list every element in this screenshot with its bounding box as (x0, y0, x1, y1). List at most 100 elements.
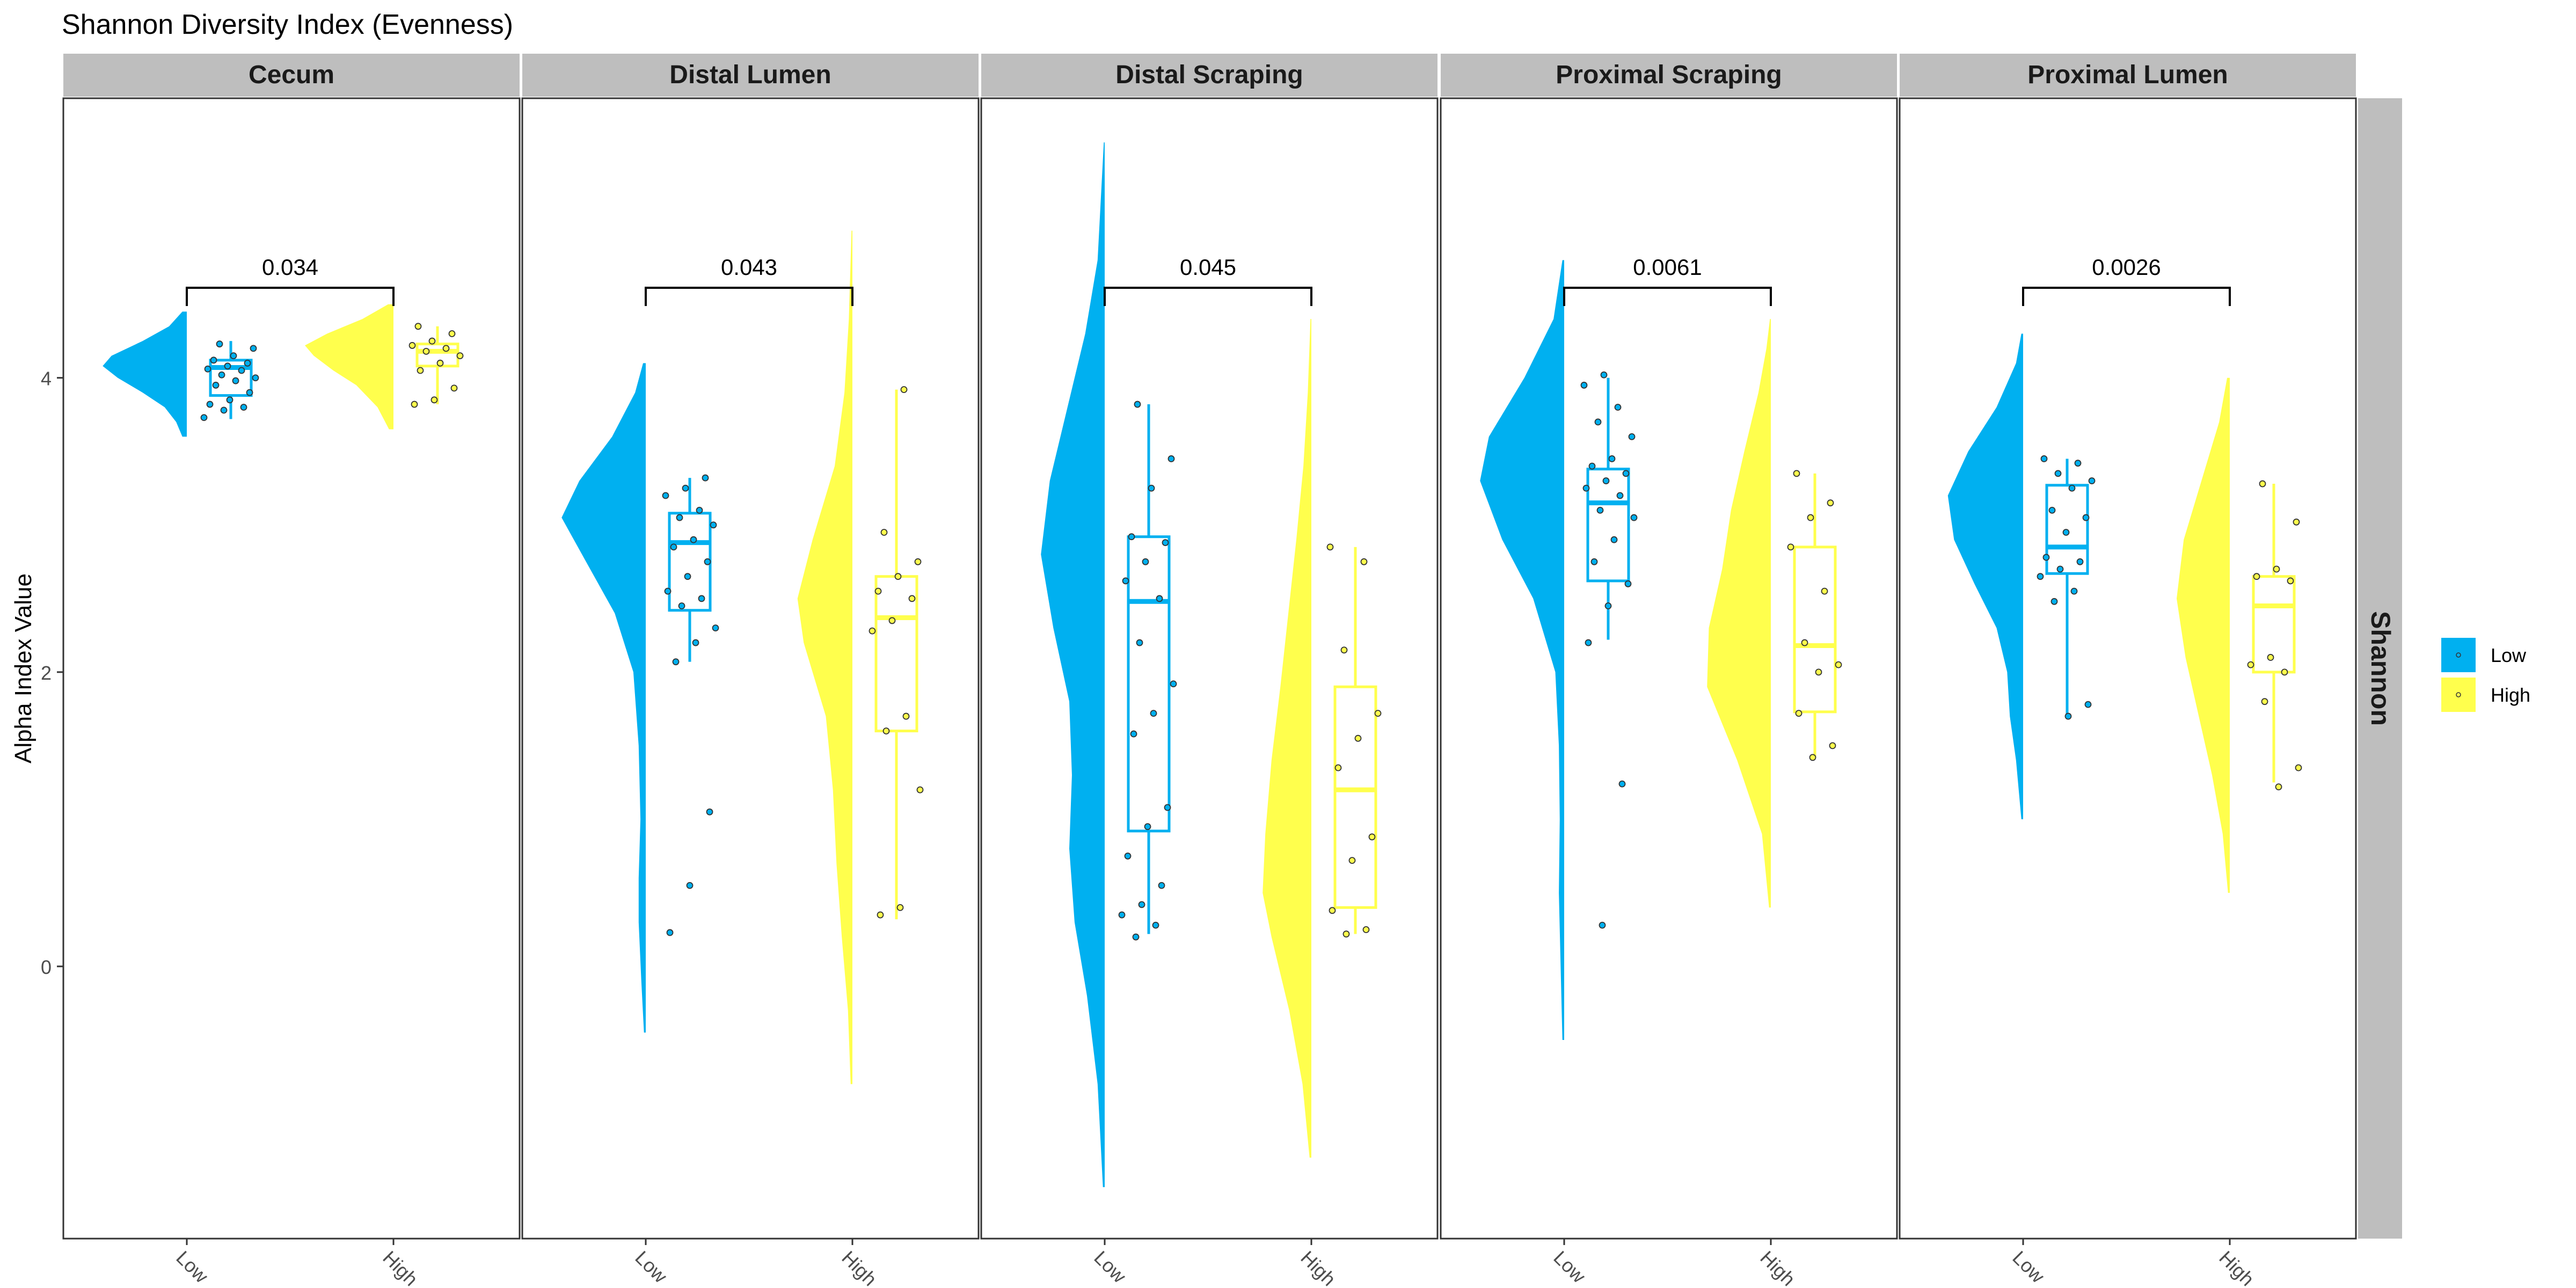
data-point (232, 377, 239, 384)
data-point (880, 529, 888, 536)
data-point (1793, 470, 1800, 477)
box-high (1793, 545, 1837, 714)
data-point (678, 602, 685, 609)
data-point (204, 365, 211, 373)
data-point (682, 484, 689, 492)
box-low (209, 359, 253, 397)
data-point (1809, 754, 1816, 761)
data-point (2074, 460, 2082, 467)
data-point (908, 595, 916, 602)
data-point (698, 595, 705, 602)
data-point (246, 389, 253, 396)
data-point (414, 323, 422, 330)
data-point (2084, 701, 2092, 708)
x-tick-label: Low (1090, 1247, 1130, 1287)
significance-bracket (1563, 287, 1772, 306)
data-point (1148, 484, 1155, 492)
p-value-label: 0.043 (721, 254, 777, 280)
legend-key-point (2456, 692, 2461, 697)
facet-strip-label: Cecum (249, 61, 334, 89)
box-low (1586, 468, 1630, 583)
data-point (1815, 668, 1822, 676)
data-point (1582, 484, 1590, 492)
x-tick-label: High (1296, 1247, 1340, 1288)
y-tick-label: 2 (41, 662, 52, 684)
facet-strip (1900, 54, 2356, 97)
box-low (2045, 484, 2089, 575)
data-point (869, 627, 876, 635)
data-point (2037, 573, 2044, 580)
violin-low (1947, 333, 2023, 819)
p-value-label: 0.0026 (2092, 254, 2161, 280)
data-point (240, 404, 247, 411)
data-point (1829, 742, 1836, 749)
data-point (436, 359, 444, 367)
data-point (1608, 455, 1616, 462)
data-point (2040, 455, 2048, 462)
data-point (1118, 911, 1126, 919)
data-point (894, 573, 902, 580)
x-tick-label: Low (172, 1247, 213, 1287)
data-point (692, 639, 699, 646)
data-point (686, 882, 694, 889)
data-point (430, 396, 438, 404)
data-point (2076, 558, 2084, 565)
y-tick-label: 0 (41, 956, 52, 978)
data-point (2088, 477, 2096, 484)
data-point (230, 352, 237, 360)
data-point (218, 371, 225, 379)
p-value-label: 0.045 (1180, 254, 1236, 280)
violin-high (1263, 319, 1311, 1158)
data-point (1158, 882, 1165, 889)
data-point (696, 506, 703, 514)
data-point (2042, 554, 2050, 561)
right-strip-label: Shannon (2366, 611, 2396, 726)
violin-low (1480, 260, 1564, 1040)
data-point (2048, 506, 2056, 514)
legend-key-point (2456, 652, 2461, 658)
facet-panel-1: Distal Lumen Low High 0.043 (521, 54, 980, 1288)
facet-strip (1441, 54, 1897, 97)
y-tick-label: 4 (41, 368, 52, 390)
data-point (244, 359, 251, 367)
data-point (1835, 661, 1842, 668)
x-tick-label: High (2215, 1247, 2258, 1288)
data-point (1600, 371, 1608, 379)
violin-high (2177, 377, 2230, 893)
data-point (2068, 484, 2076, 492)
facet-strip (522, 54, 979, 97)
data-point (1360, 558, 1368, 565)
data-point (224, 362, 231, 370)
significance-bracket (645, 287, 853, 306)
data-point (1354, 734, 1362, 742)
legend-key-low (2441, 638, 2476, 672)
data-point (1334, 764, 1342, 772)
box-high (2252, 575, 2296, 674)
data-point (1614, 404, 1622, 411)
data-point (684, 573, 691, 580)
data-point (900, 386, 908, 394)
facet-strip-label: Proximal Lumen (2027, 61, 2228, 89)
y-axis-label: Alpha Index Value (10, 573, 37, 763)
data-point (712, 624, 719, 632)
data-point (1132, 933, 1140, 941)
data-point (882, 727, 890, 734)
data-point (417, 367, 424, 374)
data-point (226, 396, 233, 404)
data-point (710, 521, 717, 529)
data-point (1170, 680, 1177, 688)
right-strip-bg (2358, 98, 2402, 1239)
data-point (1340, 646, 1348, 654)
legend-key-high (2441, 678, 2476, 712)
data-point (666, 929, 674, 936)
x-tick-label: Low (631, 1247, 672, 1287)
data-point (874, 587, 882, 595)
data-point (2070, 587, 2078, 595)
data-point (456, 352, 464, 360)
data-point (2253, 573, 2260, 580)
data-point (664, 587, 672, 595)
data-point (2281, 668, 2288, 676)
facet-panel-2: Distal Scraping Low High 0.045 (980, 54, 1439, 1288)
p-value-label: 0.034 (262, 254, 318, 280)
